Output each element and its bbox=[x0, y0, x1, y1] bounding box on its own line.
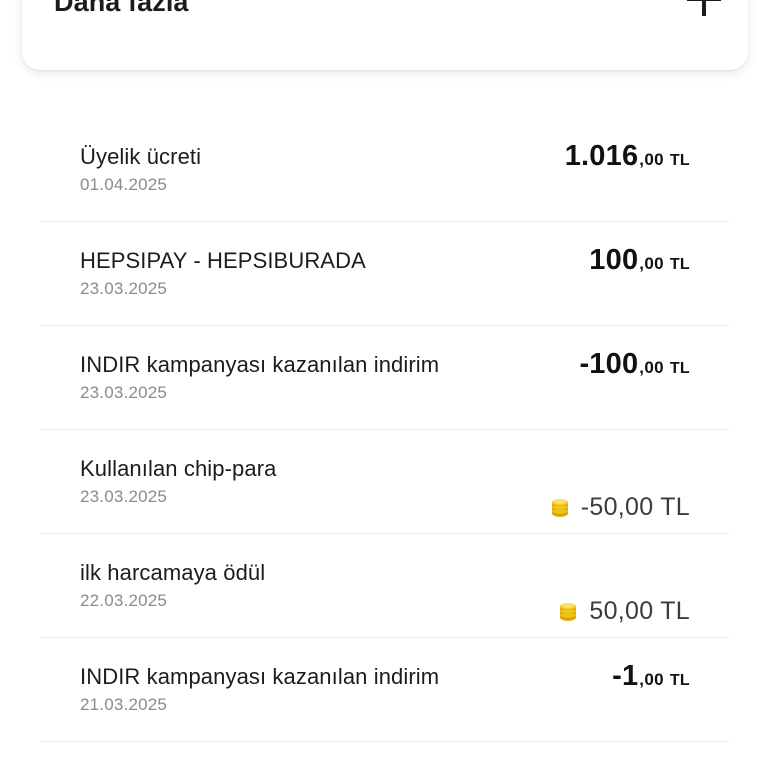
amount-decimal: ,00 bbox=[639, 358, 664, 377]
more-card-title: Daha fazla bbox=[54, 0, 189, 17]
transaction-amount: -50,00 TL bbox=[550, 430, 690, 521]
transaction-date: 22.03.2025 bbox=[80, 591, 168, 610]
transaction-date: 01.04.2025 bbox=[80, 175, 168, 194]
amount-currency: TL bbox=[669, 360, 690, 377]
amount-decimal: ,00 bbox=[639, 254, 664, 273]
amount-currency: TL bbox=[669, 672, 690, 689]
amount-integer: 1.016 bbox=[564, 140, 639, 172]
transaction-amount: -1 ,00 TL bbox=[612, 638, 690, 692]
transaction-date: 21.03.2025 bbox=[80, 695, 168, 714]
chip-para-coin-icon bbox=[550, 496, 570, 518]
more-card[interactable]: Daha fazla bbox=[22, 0, 748, 70]
transaction-title: INDIR kampanyası kazanılan indirim bbox=[80, 664, 440, 689]
chip-para-amount: -50,00 TL bbox=[580, 493, 690, 521]
transaction-title: Kullanılan chip-para bbox=[80, 456, 277, 481]
transaction-title: HEPSIPAY - HEPSIBURADA bbox=[80, 248, 366, 273]
amount-decimal: ,00 bbox=[639, 670, 664, 689]
transaction-info: INDIR kampanyası kazanılan indirim 21.03… bbox=[80, 638, 439, 715]
transaction-row[interactable]: HEPSIPAY - HEPSIBURADA 23.03.2025 100 ,0… bbox=[0, 222, 768, 326]
amount-decimal: ,00 bbox=[639, 150, 664, 169]
transaction-info: ilk harcamaya ödül 22.03.2025 bbox=[80, 534, 265, 611]
amount-integer: -1 bbox=[612, 660, 639, 692]
transaction-info: Üyelik ücreti 01.04.2025 bbox=[80, 118, 201, 195]
transaction-title: ilk harcamaya ödül bbox=[80, 560, 266, 585]
transaction-row[interactable]: INDIR kampanyası kazanılan indirim 21.03… bbox=[0, 638, 768, 742]
transaction-title: INDIR kampanyası kazanılan indirim bbox=[80, 352, 440, 377]
amount-currency: TL bbox=[669, 152, 690, 169]
transaction-info: HEPSIPAY - HEPSIBURADA 23.03.2025 bbox=[80, 222, 366, 299]
chip-para-coin-icon bbox=[558, 600, 578, 622]
transaction-amount: -100 ,00 TL bbox=[579, 326, 690, 380]
transaction-date: 23.03.2025 bbox=[80, 487, 168, 506]
transaction-list: Üyelik ücreti 01.04.2025 1.016 ,00 TL bbox=[0, 118, 768, 742]
transaction-title: Üyelik ücreti bbox=[80, 144, 202, 169]
transaction-info: Kullanılan chip-para 23.03.2025 bbox=[80, 430, 276, 507]
transaction-amount: 50,00 TL bbox=[558, 534, 690, 625]
transaction-row[interactable]: Kullanılan chip-para 23.03.2025 -50,0 bbox=[0, 430, 768, 534]
more-card-inner: Daha fazla bbox=[22, 0, 748, 48]
transaction-row[interactable]: INDIR kampanyası kazanılan indirim 23.03… bbox=[0, 326, 768, 430]
transaction-date: 23.03.2025 bbox=[80, 279, 168, 298]
transaction-amount: 100 ,00 TL bbox=[589, 222, 690, 276]
chip-para-amount: 50,00 TL bbox=[589, 597, 690, 625]
amount-integer: 100 bbox=[589, 244, 639, 276]
transaction-amount: 1.016 ,00 TL bbox=[565, 118, 690, 172]
transaction-date: 23.03.2025 bbox=[80, 383, 168, 402]
transaction-row[interactable]: Üyelik ücreti 01.04.2025 1.016 ,00 TL bbox=[0, 118, 768, 222]
transaction-info: INDIR kampanyası kazanılan indirim 23.03… bbox=[80, 326, 439, 403]
amount-currency: TL bbox=[669, 256, 690, 273]
amount-integer: -100 bbox=[579, 348, 639, 380]
transaction-row[interactable]: ilk harcamaya ödül 22.03.2025 50,00 T bbox=[0, 534, 768, 638]
plus-icon[interactable] bbox=[684, 0, 724, 18]
